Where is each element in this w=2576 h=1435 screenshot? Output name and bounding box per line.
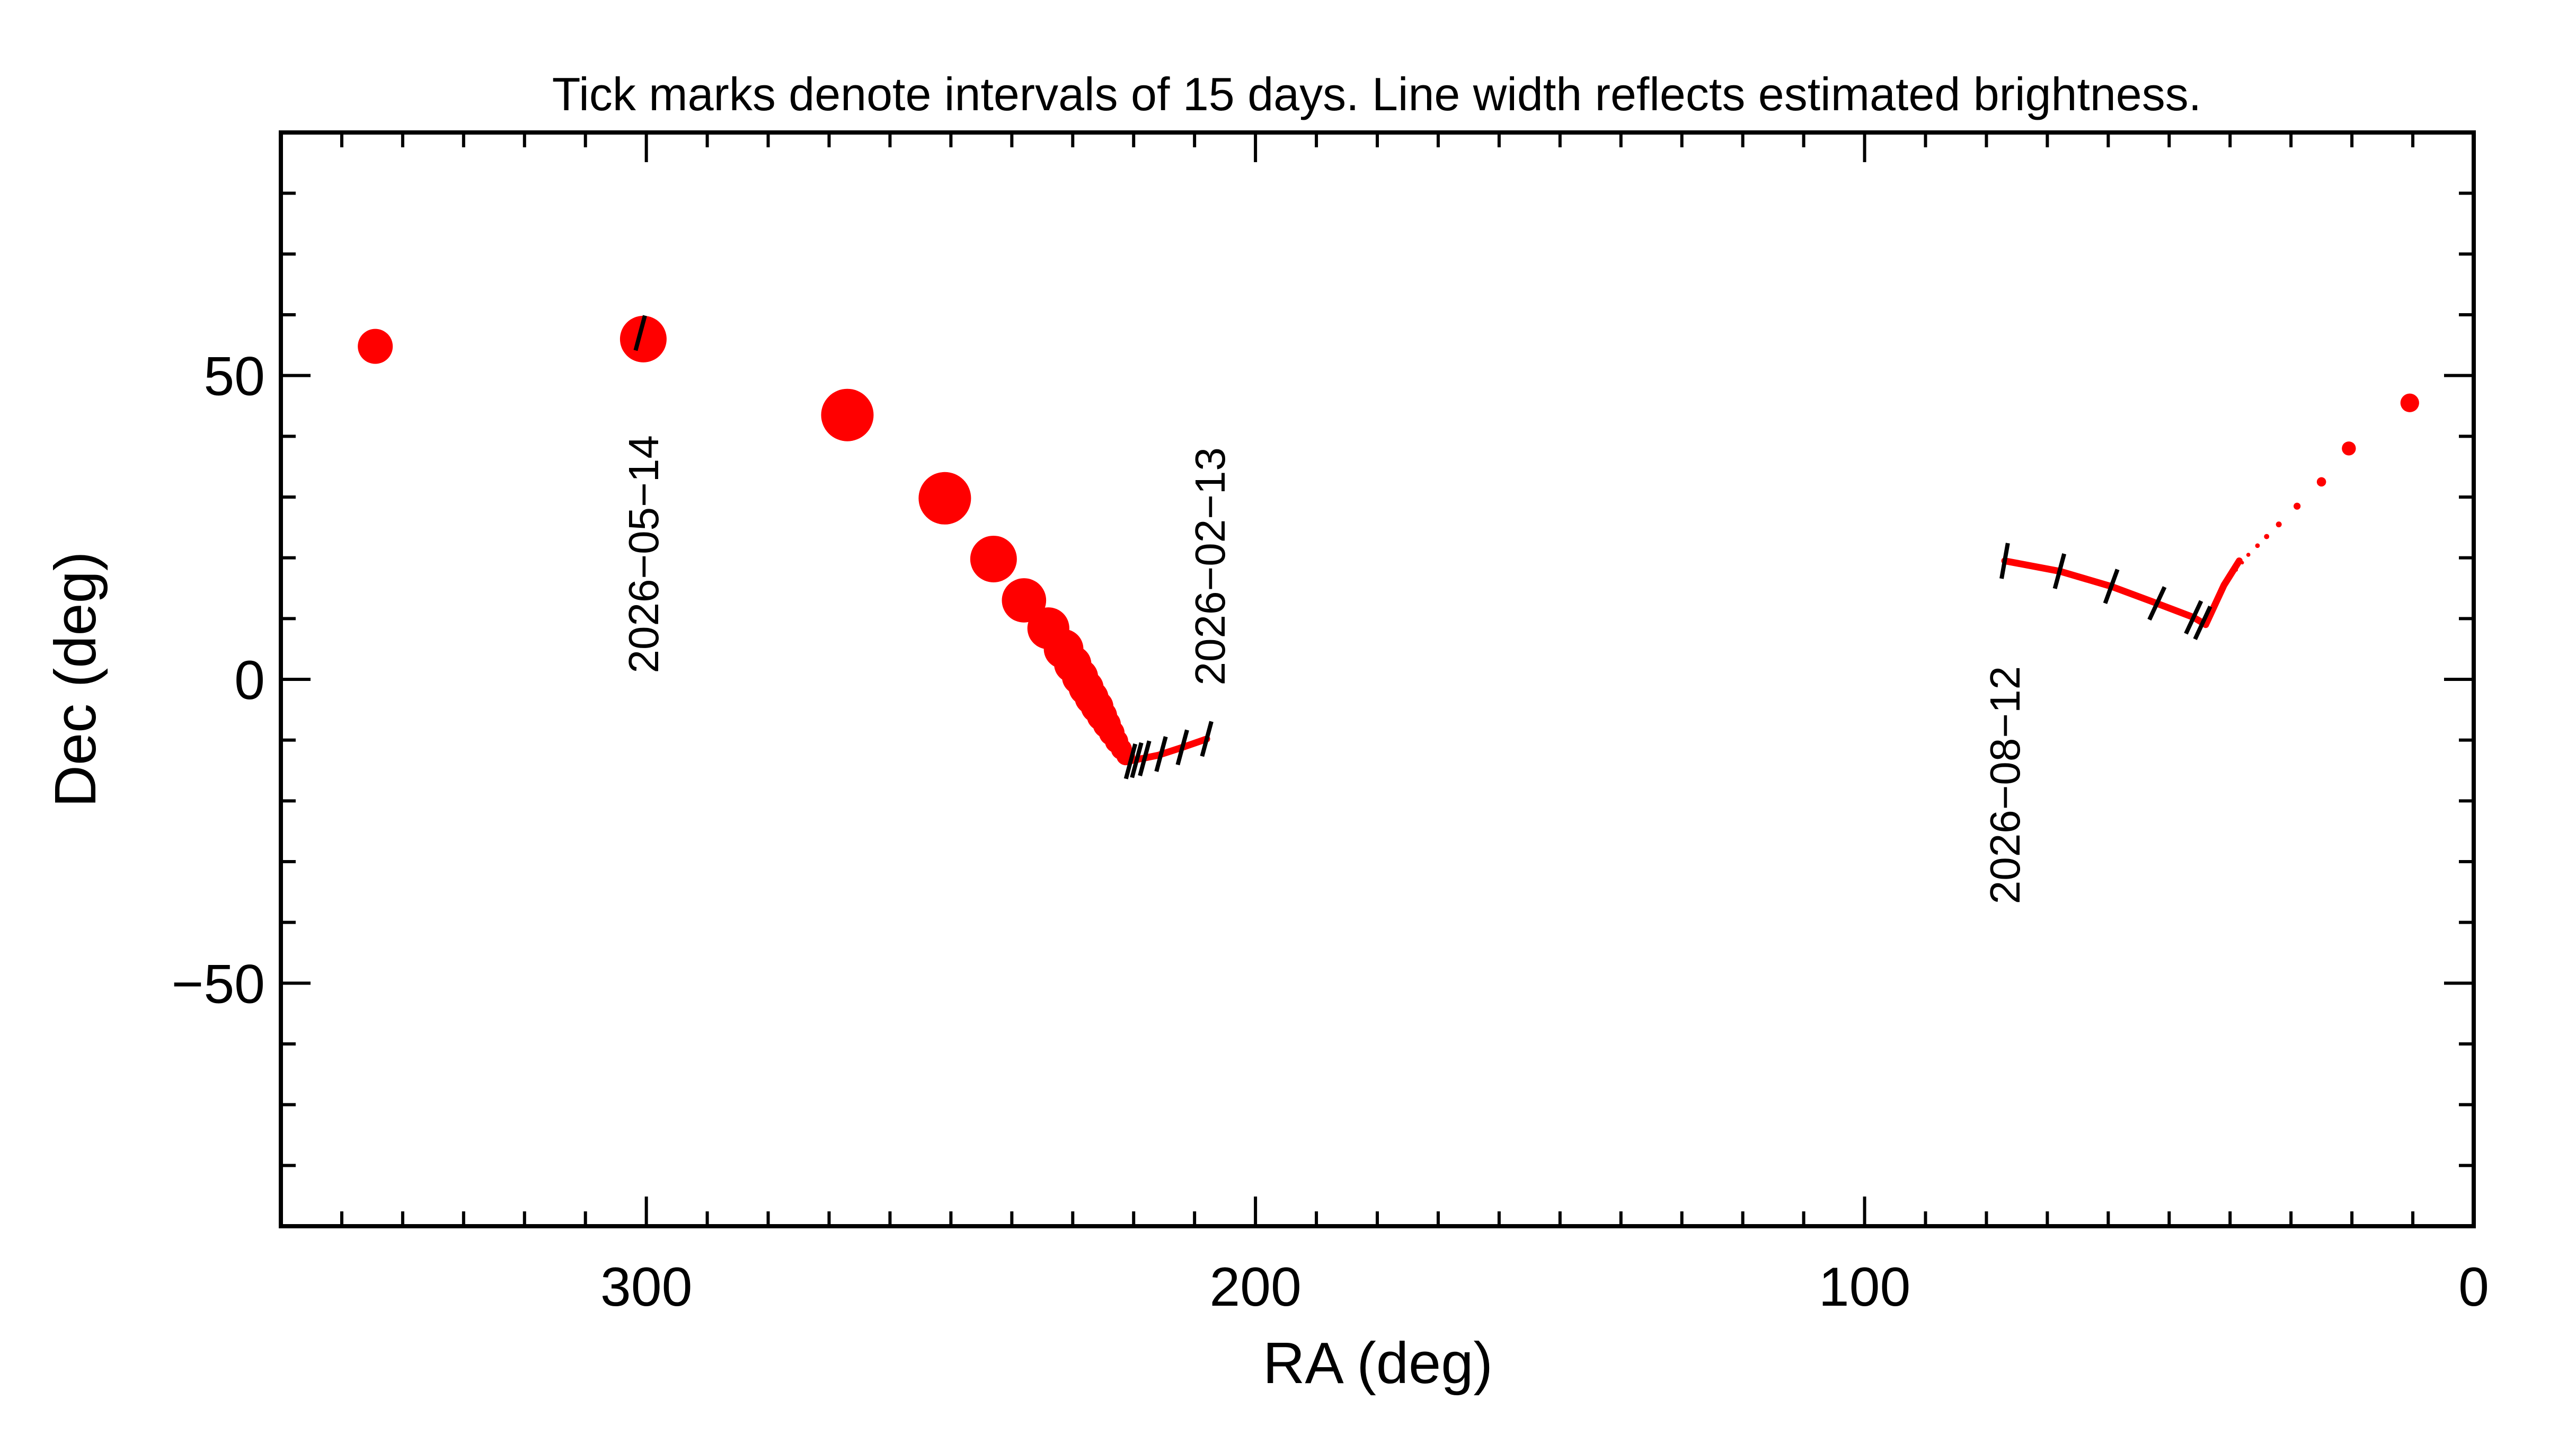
position-marker (2276, 521, 2282, 528)
date-label: 2026−02−13 (1187, 447, 1234, 685)
position-marker (2240, 561, 2244, 565)
date-interval-tick (1999, 543, 2010, 579)
position-marker (2246, 553, 2251, 557)
plot-area: 2026−05−14 2026−02−13 2026−08−12 (358, 315, 2419, 904)
date-interval-tick (1154, 736, 1168, 772)
position-marker (2228, 575, 2232, 579)
position-marker (619, 315, 667, 362)
date-interval-tick (1200, 721, 1214, 757)
x-tick-label: 100 (1819, 1256, 1911, 1318)
position-marker (1002, 578, 1047, 623)
plot-frame (279, 130, 2476, 1228)
position-marker (918, 472, 971, 525)
date-interval-tick (1175, 729, 1189, 766)
position-marker (2264, 534, 2270, 539)
date-interval-tick (2052, 553, 2067, 589)
date-label: 2026−08−12 (1981, 666, 2029, 904)
x-tick-label: 300 (600, 1256, 693, 1318)
position-marker (358, 329, 393, 364)
position-marker (970, 535, 1017, 582)
chart-title: Tick marks denote intervals of 15 days. … (552, 68, 2201, 120)
track-line (2001, 557, 2243, 628)
date-label: 2026−05−14 (620, 435, 667, 673)
position-marker (821, 388, 874, 441)
position-marker (2316, 477, 2326, 487)
date-interval-tick (633, 315, 647, 351)
axes: 300 200 100 0 50 0 −50 (172, 130, 2489, 1318)
x-tick-label: 0 (2458, 1256, 2489, 1318)
position-marker (2255, 543, 2260, 548)
date-interval-tick (1123, 743, 1138, 779)
date-interval-tick (2103, 569, 2120, 604)
date-interval-tick (2147, 586, 2167, 621)
position-marker (2342, 441, 2356, 456)
y-tick-label: −50 (172, 953, 265, 1015)
date-interval-tick (2184, 600, 2203, 635)
position-marker (2294, 502, 2301, 510)
date-interval-tick (2193, 605, 2212, 640)
date-interval-tick (1138, 740, 1152, 776)
y-axis-title: Dec (deg) (43, 552, 108, 808)
x-tick-label: 200 (1209, 1256, 1302, 1318)
y-tick-label: 0 (234, 650, 265, 711)
x-axis-title: RA (deg) (1263, 1331, 1493, 1396)
date-interval-tick (1130, 742, 1144, 778)
position-marker (2234, 568, 2238, 572)
y-tick-label: 50 (203, 346, 265, 408)
position-marker (2400, 393, 2419, 412)
